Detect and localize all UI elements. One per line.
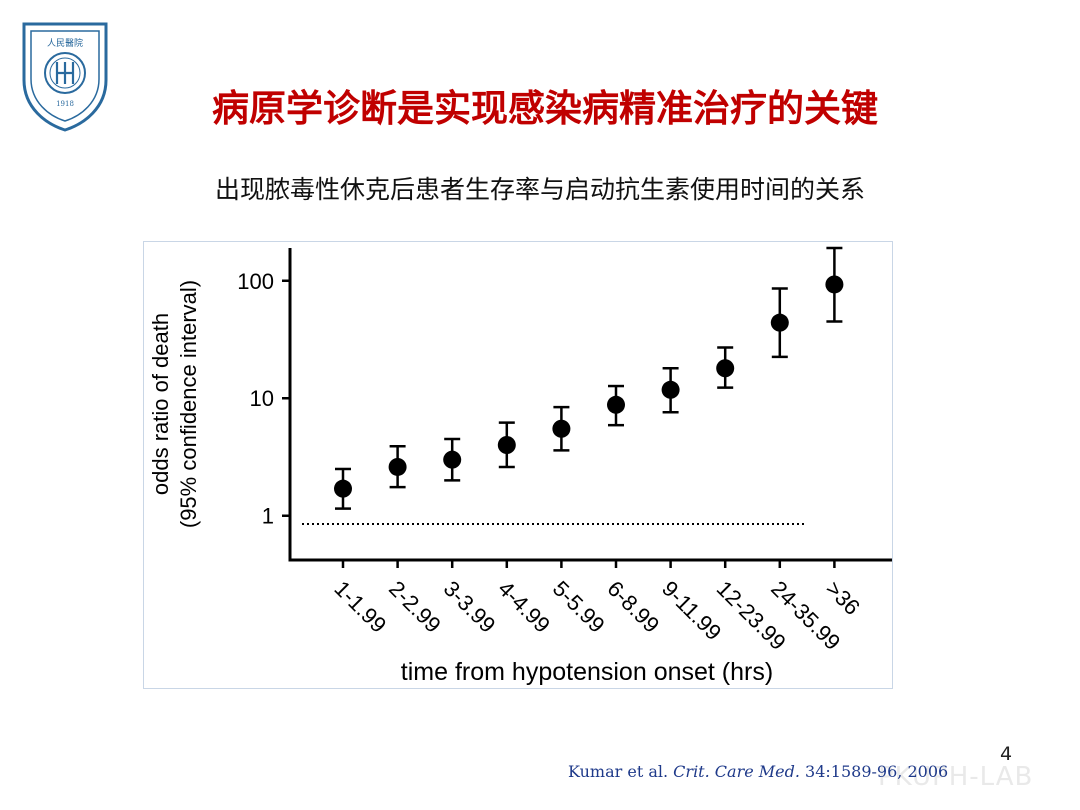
- page-number: 4: [1000, 743, 1013, 765]
- data-point-6: [607, 384, 625, 427]
- data-point-marker: [770, 313, 789, 332]
- y-tick-label: 10: [250, 386, 274, 411]
- y-tick-label: 1: [262, 504, 274, 529]
- citation-authors: Kumar et al.: [568, 762, 669, 781]
- x-tick-label: 3-3.99: [439, 576, 501, 638]
- x-tick-labels: 1-1.992-2.993-3.994-4.995-5.996-8.999-11…: [329, 560, 865, 655]
- data-point-7: [661, 367, 680, 414]
- x-tick-label: 6-8.99: [602, 576, 664, 638]
- x-tick-label: 1-1.99: [329, 576, 391, 638]
- data-marks: [334, 246, 844, 510]
- data-point-3: [443, 437, 462, 482]
- x-tick-label: 5-5.99: [548, 576, 610, 638]
- logo-year: 1918: [56, 100, 74, 108]
- data-point-marker: [334, 479, 352, 498]
- data-point-5: [552, 405, 571, 452]
- data-point-marker: [443, 450, 462, 469]
- x-tick-label: 9-11.99: [657, 576, 726, 645]
- data-point-marker: [552, 419, 571, 438]
- y-axis-label-secondary: (95% confidence interval): [176, 280, 201, 528]
- citation-ref: 34:1589-96, 2006: [805, 762, 949, 781]
- data-point-marker: [716, 359, 735, 378]
- hospital-logo: 人民醫院 1918: [22, 22, 108, 132]
- data-point-marker: [388, 457, 407, 476]
- citation: Kumar et al. Crit. Care Med. 34:1589-96,…: [568, 762, 948, 781]
- slide-subtitle: 出现脓毒性休克后患者生存率与启动抗生素使用时间的关系: [214, 175, 865, 204]
- logo-top-text: 人民醫院: [47, 37, 83, 49]
- data-point-marker: [497, 435, 516, 454]
- y-ticks: 1 10 100: [237, 269, 290, 529]
- data-point-marker: [825, 275, 844, 294]
- y-axis-label: odds ratio of death: [148, 313, 173, 495]
- data-point-1: [334, 467, 352, 510]
- axis-lines: [288, 248, 892, 562]
- data-point-marker: [661, 380, 680, 399]
- x-tick-label: 4-4.99: [493, 576, 555, 638]
- data-point-marker: [607, 395, 625, 414]
- odds-ratio-chart: 1 10 100 1-1.992-2.993-3.994-4.995-5.996-8…: [148, 246, 892, 686]
- chart-frame: 1 10 100 1-1.99 2-2.99 3-3.99 4-4.99 5-5.99 6-8…: [143, 241, 893, 689]
- y-tick-label: 100: [237, 269, 274, 294]
- x-axis-label: time from hypotension onset (hrs): [401, 658, 773, 686]
- x-tick-label: >36: [821, 576, 865, 620]
- data-point-4: [497, 421, 516, 469]
- data-point-9: [770, 287, 789, 359]
- data-point-2: [388, 445, 407, 489]
- chart-axes: [288, 248, 892, 562]
- x-tick-label: 2-2.99: [384, 576, 446, 638]
- citation-journal: Crit. Care Med.: [673, 762, 800, 781]
- data-point-10: [825, 246, 844, 323]
- data-point-8: [716, 346, 735, 389]
- watermark: PKUPH-LAB: [878, 762, 1034, 792]
- slide-title: 病原学诊断是实现感染病精准治疗的关键: [212, 87, 878, 130]
